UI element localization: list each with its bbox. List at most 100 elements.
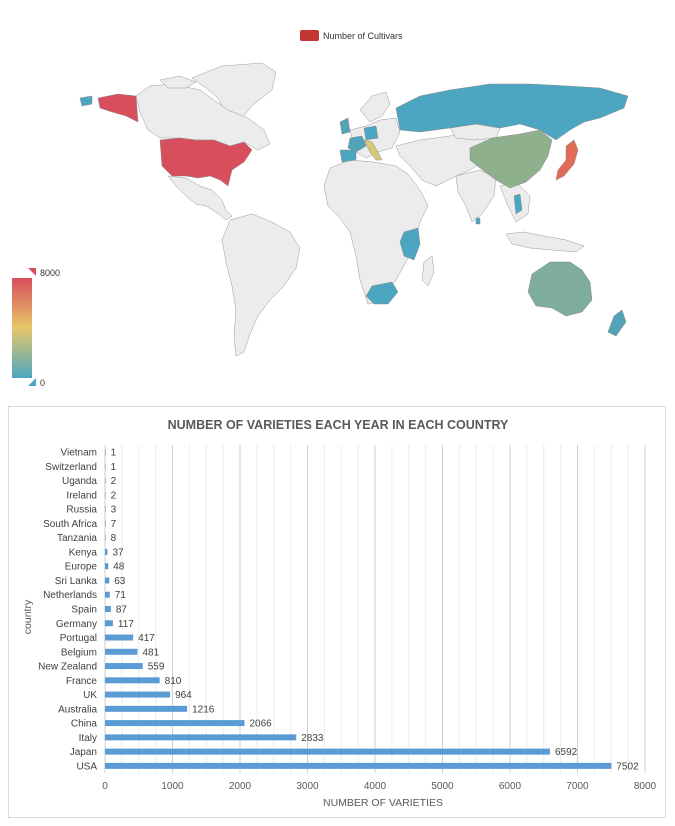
x-tick-label: 5000	[431, 781, 454, 792]
value-label: 8	[111, 533, 117, 544]
south-america	[221, 213, 301, 357]
bar[interactable]	[105, 577, 110, 584]
category-label: Russia	[66, 505, 97, 516]
category-label: New Zealand	[38, 662, 97, 673]
category-label: Uganda	[62, 476, 97, 487]
map-legend[interactable]: Number of Cultivars	[300, 30, 403, 41]
category-label: Japan	[70, 747, 97, 758]
madagascar	[421, 255, 435, 287]
legend-swatch[interactable]	[300, 30, 319, 41]
bar[interactable]	[105, 606, 111, 612]
bar[interactable]	[105, 534, 106, 541]
bar[interactable]	[105, 762, 612, 769]
value-label: 117	[118, 619, 134, 630]
region-spain[interactable]	[339, 149, 357, 163]
region-japan[interactable]	[555, 139, 579, 181]
indonesia	[505, 231, 585, 253]
bar[interactable]	[105, 648, 138, 655]
bar[interactable]	[105, 520, 106, 527]
bars	[105, 449, 612, 769]
region-uk[interactable]	[339, 117, 351, 135]
bar-chart: NUMBER OF VARIETIES EACH YEAR IN EACH CO…	[22, 418, 657, 809]
region-vietnam[interactable]	[513, 193, 523, 215]
arctic-islands	[159, 75, 197, 89]
scale-max-handle[interactable]	[28, 268, 36, 276]
bar-chart-panel: NUMBER OF VARIETIES EACH YEAR IN EACH CO…	[8, 406, 666, 818]
region-italy[interactable]	[363, 139, 383, 161]
india	[455, 169, 497, 223]
chart-title: NUMBER OF VARIETIES EACH YEAR IN EACH CO…	[168, 418, 509, 432]
category-label: Spain	[71, 605, 97, 616]
value-label: 2066	[249, 719, 272, 730]
bar[interactable]	[105, 677, 160, 684]
category-label: Kenya	[69, 547, 98, 558]
alaska-peninsula	[79, 95, 93, 107]
bar[interactable]	[105, 734, 297, 741]
category-label: Vietnam	[60, 448, 97, 459]
region-usa[interactable]	[159, 137, 253, 187]
region-france[interactable]	[347, 135, 367, 153]
bar[interactable]	[105, 620, 113, 627]
category-labels: Vietnam Switzerland Uganda Ireland Russia Sou…	[38, 448, 97, 773]
bar[interactable]	[105, 477, 106, 484]
scale-gradient-bar	[12, 278, 32, 378]
bar[interactable]	[105, 563, 109, 570]
region-alaska[interactable]	[97, 93, 139, 123]
bar[interactable]	[105, 705, 188, 712]
canada	[135, 83, 271, 151]
region-germany[interactable]	[363, 125, 379, 141]
value-label: 7	[111, 519, 117, 530]
bar[interactable]	[105, 634, 134, 641]
x-tick-label: 3000	[296, 781, 319, 792]
scale-min-handle[interactable]	[28, 378, 36, 386]
bar[interactable]	[105, 691, 171, 698]
region-new-zealand[interactable]	[607, 309, 627, 337]
world-map: Number of Cultivars	[12, 30, 629, 388]
value-label: 1216	[192, 704, 215, 715]
bar[interactable]	[105, 463, 106, 470]
region-russia[interactable]	[395, 83, 629, 141]
bar[interactable]	[105, 663, 143, 670]
visual-map-scale[interactable]: 8000 0	[12, 268, 60, 388]
x-tick-label: 1000	[161, 781, 184, 792]
colored-countries	[79, 83, 629, 337]
x-tick-label: 2000	[229, 781, 252, 792]
region-china[interactable]	[469, 129, 553, 189]
value-label: 2833	[301, 733, 324, 744]
category-label: South Africa	[43, 519, 97, 530]
bar[interactable]	[105, 449, 106, 456]
category-label: Switzerland	[45, 462, 97, 473]
value-label: 63	[114, 576, 126, 587]
africa	[323, 159, 429, 305]
legend-label[interactable]: Number of Cultivars	[323, 31, 403, 41]
category-label: Germany	[56, 619, 97, 630]
value-label: 481	[142, 647, 159, 658]
value-label: 810	[165, 676, 182, 687]
value-label: 71	[115, 590, 127, 601]
value-labels: 1122378374863718711741748155981096412162…	[111, 448, 639, 773]
category-label: France	[66, 676, 98, 687]
category-label: Tanzania	[57, 533, 97, 544]
world-map-panel: Number of Cultivars	[0, 0, 675, 400]
region-south-africa[interactable]	[365, 281, 399, 305]
bar[interactable]	[105, 748, 550, 755]
x-axis-label: NUMBER OF VARIETIES	[323, 797, 443, 809]
bar[interactable]	[105, 720, 245, 727]
bar[interactable]	[105, 491, 106, 498]
category-label: Italy	[79, 733, 97, 744]
region-kenya-tanzania[interactable]	[399, 227, 421, 261]
value-label: 559	[148, 662, 165, 673]
x-tick-label: 4000	[364, 781, 387, 792]
value-label: 2	[111, 490, 117, 501]
bar[interactable]	[105, 548, 108, 555]
bar[interactable]	[105, 591, 110, 598]
region-sri-lanka[interactable]	[475, 217, 481, 225]
y-axis-label: country	[22, 599, 34, 634]
category-label: Australia	[58, 704, 97, 715]
value-label: 7502	[616, 761, 639, 772]
region-australia[interactable]	[527, 261, 593, 317]
grid-lines	[104, 445, 646, 773]
value-label: 3	[111, 505, 117, 516]
bar[interactable]	[105, 506, 106, 513]
value-label: 37	[112, 547, 124, 558]
